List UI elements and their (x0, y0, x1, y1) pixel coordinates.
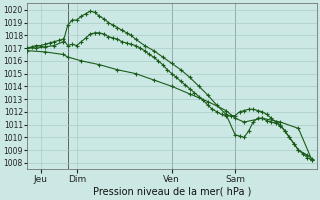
X-axis label: Pression niveau de la mer( hPa ): Pression niveau de la mer( hPa ) (92, 187, 251, 197)
